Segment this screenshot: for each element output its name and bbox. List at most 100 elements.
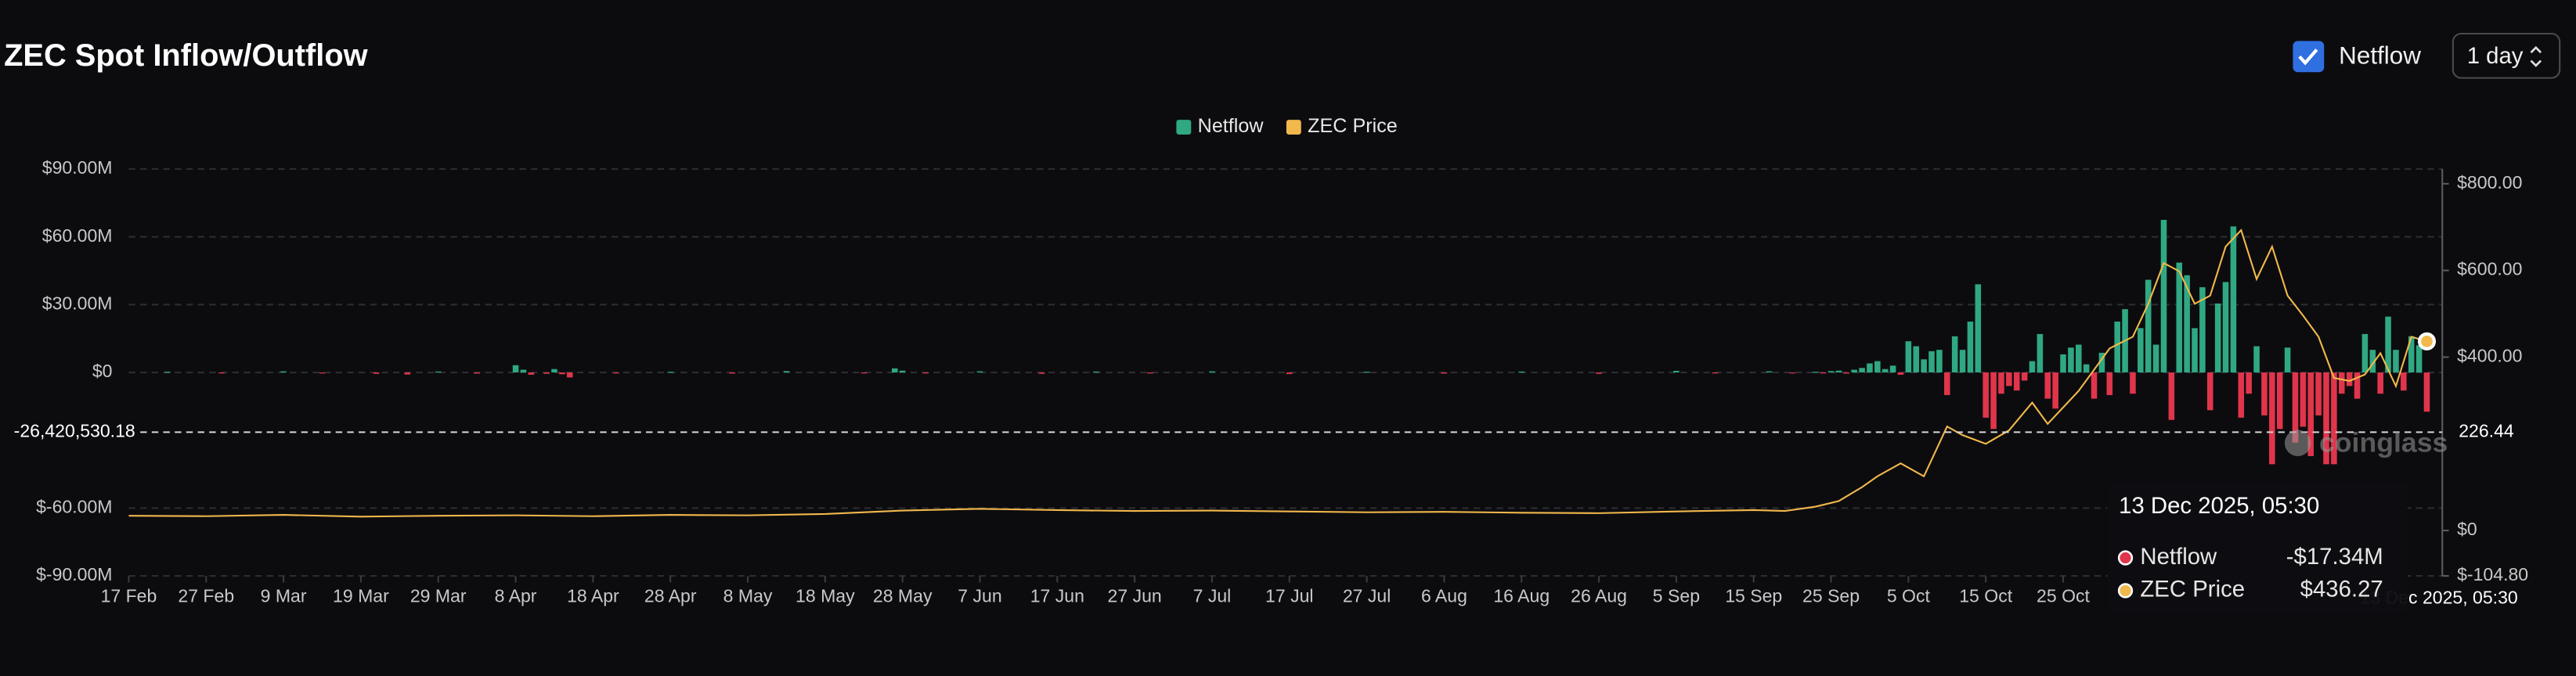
price-line — [128, 228, 2427, 518]
y-tick-label: $-90.00M — [36, 564, 112, 584]
x-tick-label: 17 Jul — [1265, 585, 1314, 606]
bar — [551, 369, 557, 373]
bar — [319, 372, 326, 374]
y2-tick-label: $0 — [2457, 519, 2477, 539]
bar — [2393, 350, 2399, 373]
bar — [1990, 372, 1997, 430]
bar — [1820, 372, 1827, 374]
bar — [1959, 350, 1966, 373]
tooltip-value: -$17.34M — [2286, 544, 2383, 570]
watermark-icon — [2284, 430, 2311, 456]
tooltip-series-name: Netflow — [2140, 544, 2217, 570]
bar — [2106, 372, 2113, 395]
x-tick-label: 25 Sep — [1802, 585, 1860, 606]
bar — [1712, 372, 1719, 374]
x-tick-label: 5 Sep — [1653, 585, 1700, 606]
bar — [1851, 369, 1857, 373]
bar — [2253, 346, 2260, 373]
checkbox-label[interactable]: Netflow — [2339, 42, 2421, 70]
bar — [1975, 284, 1982, 373]
bar — [1596, 372, 1602, 374]
bar — [218, 372, 225, 374]
bar — [373, 372, 380, 374]
bar — [1889, 365, 1896, 373]
bar — [899, 370, 906, 373]
bar — [2013, 372, 2020, 391]
bar — [2423, 372, 2430, 412]
bar — [860, 372, 868, 374]
bar — [2401, 372, 2407, 391]
legend-label: Netflow — [1198, 115, 1265, 137]
bar — [1867, 363, 1873, 373]
bar — [559, 372, 565, 375]
bar — [783, 371, 790, 373]
crosshair-y-label: -26,420,530.18 — [14, 420, 135, 440]
x-tick-label: 6 Aug — [1421, 585, 1467, 606]
bar — [2207, 372, 2213, 411]
bar — [2091, 372, 2098, 399]
bar — [1951, 336, 1958, 373]
check-icon — [2298, 49, 2318, 66]
x-tick-label: 29 Mar — [410, 585, 467, 606]
netflow-toggle[interactable]: Netflow — [2293, 41, 2421, 73]
x-tick-label: 15 Oct — [1959, 585, 2012, 606]
bar — [1936, 350, 1943, 373]
bar — [2300, 372, 2307, 427]
bar — [2276, 372, 2283, 430]
y2-tick-label: $400.00 — [2457, 346, 2522, 366]
bar — [2037, 333, 2044, 373]
bar — [2214, 303, 2221, 373]
bar — [2138, 328, 2144, 373]
bar — [2184, 275, 2190, 373]
bar — [1441, 372, 1448, 374]
x-tick-label: 25 Oct — [2037, 585, 2090, 606]
page-title: ZEC Spot Inflow/Outflow — [4, 38, 369, 73]
crosshair-label-bg — [4, 419, 139, 446]
bar — [2068, 347, 2074, 373]
x-tick-label: 7 Jun — [958, 585, 1001, 606]
bar — [2331, 372, 2337, 465]
bar — [2369, 350, 2376, 373]
y-tick-label: $30.00M — [42, 293, 113, 313]
bar — [1859, 368, 1865, 373]
legend: Netflow ZEC Price — [1176, 115, 1398, 137]
bar — [2261, 372, 2268, 415]
crosshair-y2-label: 226.44 — [2459, 420, 2514, 440]
bar — [2145, 279, 2152, 373]
bar — [1944, 372, 1950, 395]
bar — [892, 368, 898, 373]
x-tick-label: 9 Mar — [261, 585, 307, 606]
bar — [2339, 372, 2345, 394]
bar — [528, 372, 535, 375]
x-tick-label: 28 Apr — [644, 585, 697, 606]
bar — [2044, 372, 2051, 399]
bar — [2130, 372, 2136, 394]
x-tick-label: 19 Mar — [333, 585, 389, 606]
x-tick-label: 8 May — [723, 585, 773, 606]
x-tick-label: 5 Oct — [1887, 585, 1931, 606]
bar — [520, 369, 527, 373]
bar — [2246, 372, 2252, 394]
select-value[interactable]: 1 day — [2467, 43, 2524, 69]
bar — [2230, 226, 2237, 373]
bar — [2346, 372, 2353, 387]
bar — [2192, 328, 2198, 373]
bar — [2168, 372, 2175, 420]
interval-select[interactable]: 1 day — [2452, 32, 2561, 79]
bar — [2284, 347, 2291, 373]
bar — [2029, 361, 2036, 373]
bar — [922, 372, 929, 374]
select-box[interactable] — [2452, 32, 2561, 79]
bar — [2307, 372, 2314, 456]
bar — [2060, 354, 2066, 373]
bar — [2377, 372, 2383, 394]
bar — [1897, 372, 1904, 375]
bar — [1843, 372, 1850, 374]
bar — [566, 372, 573, 378]
bar — [1967, 322, 1974, 373]
bar — [2076, 344, 2082, 373]
bar — [1983, 372, 1989, 418]
bar — [1928, 351, 1935, 373]
bar — [2292, 372, 2299, 443]
